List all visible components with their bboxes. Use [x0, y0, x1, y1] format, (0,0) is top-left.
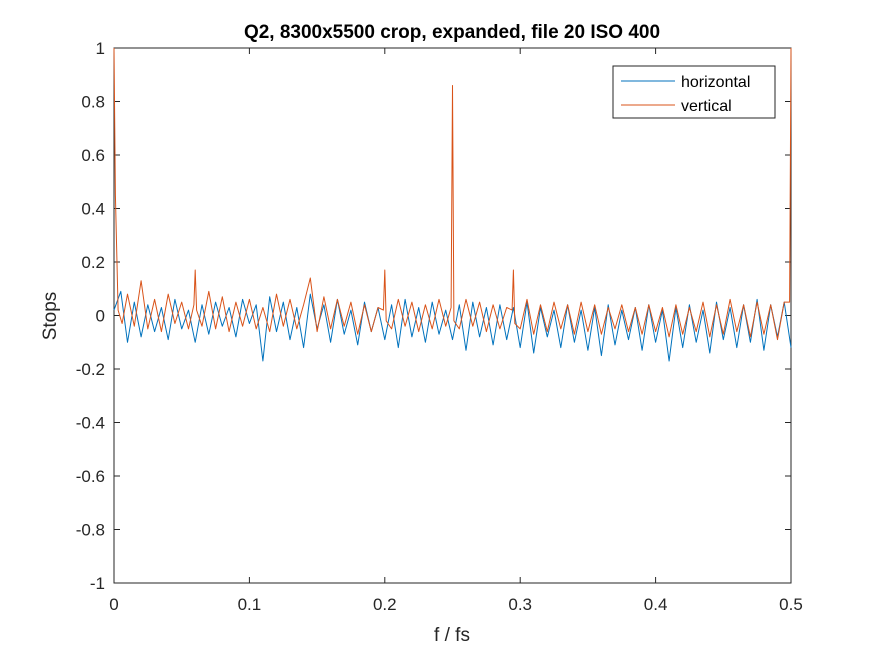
legend-label-vertical: vertical	[681, 98, 732, 115]
y-tick-label: -0.2	[76, 360, 105, 379]
chart-title: Q2, 8300x5500 crop, expanded, file 20 IS…	[244, 22, 660, 43]
y-tick-label: -0.6	[76, 467, 105, 486]
y-tick-label: 0.8	[81, 93, 105, 112]
x-tick-label: 0	[109, 595, 118, 614]
y-tick-label: 1	[96, 39, 105, 58]
series-line-vertical	[113, 47, 792, 341]
x-tick-label: 0.1	[238, 595, 262, 614]
x-tick-label: 0.4	[644, 595, 668, 614]
y-tick-label: 0	[96, 307, 105, 326]
x-tick-label: 0.2	[373, 595, 397, 614]
y-tick-label: 0.6	[81, 146, 105, 165]
series-line-horizontal	[113, 290, 792, 362]
x-tick-label: 0.5	[779, 595, 803, 614]
legend: horizontal vertical	[612, 65, 776, 119]
legend-box	[612, 65, 776, 119]
y-tick-label: 0.2	[81, 253, 105, 272]
y-tick-label: -0.8	[76, 521, 105, 540]
y-tick-label: -1	[90, 574, 105, 593]
y-tick-label: -0.4	[76, 414, 105, 433]
x-tick-label: 0.3	[508, 595, 532, 614]
legend-label-horizontal: horizontal	[681, 74, 750, 91]
y-tick-label: 0.4	[81, 200, 105, 219]
y-axis-label: Stops	[40, 292, 61, 341]
x-axis-label: f / fs	[434, 625, 470, 646]
plot-area: 0 0.1 0.2 0.3 0.4 0.5 -1 -0.8 -0.6 -0.4 -0.2 0 0.2 0.…	[76, 39, 803, 614]
